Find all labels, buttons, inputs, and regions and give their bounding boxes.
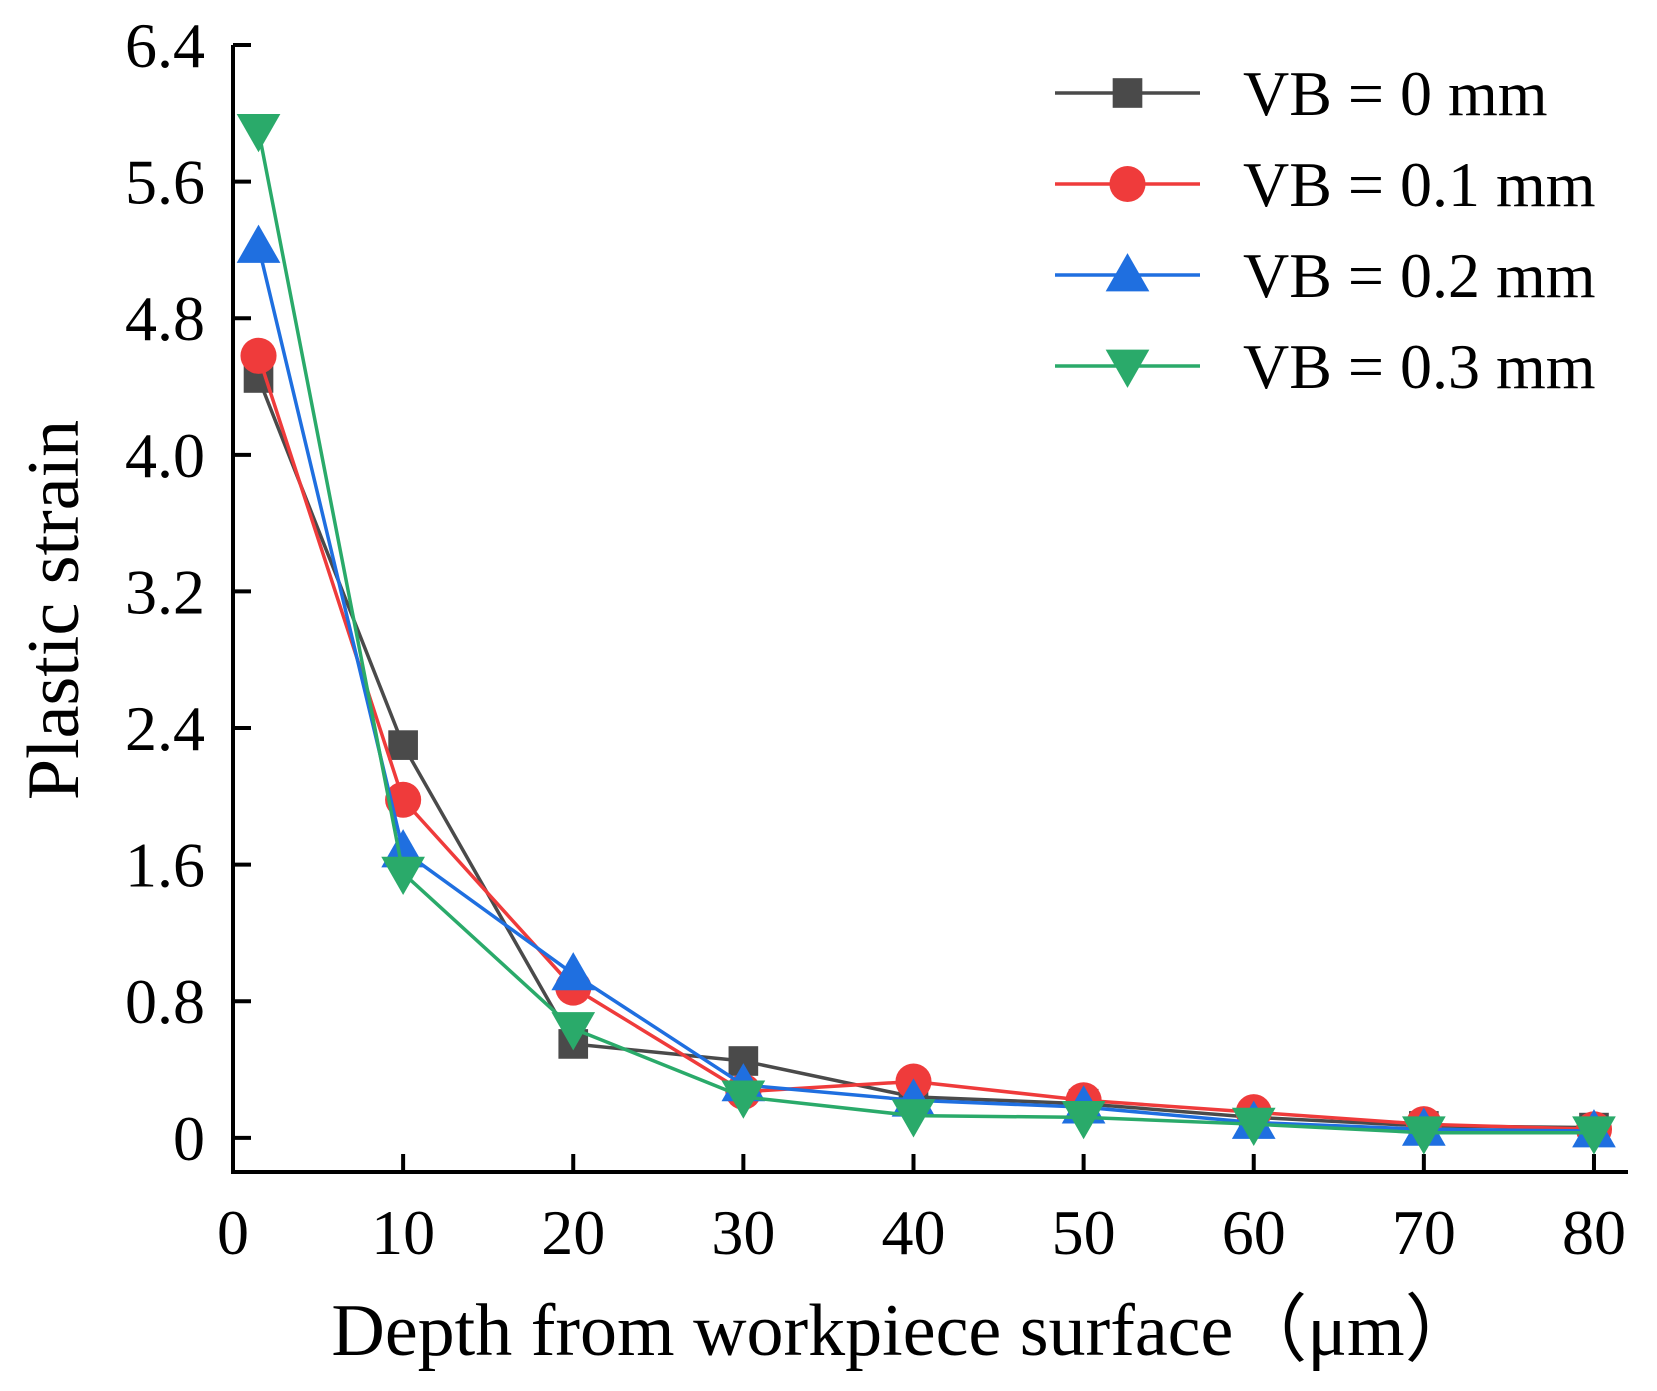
y-tick-label: 4.0 (125, 420, 205, 491)
series-4 (236, 113, 1616, 1155)
x-tick-label: 60 (1222, 1197, 1286, 1268)
data-point (240, 337, 277, 374)
x-ticks: 0 10 20 30 40 50 60 70 80 (217, 1154, 1626, 1268)
legend-marker (1109, 165, 1146, 203)
x-tick-label: 20 (541, 1197, 605, 1268)
data-point (1061, 1100, 1106, 1140)
series-2 (240, 337, 1613, 1148)
x-tick-label: 40 (881, 1197, 945, 1268)
data-point (551, 1012, 596, 1051)
data-point (1572, 1116, 1616, 1155)
legend-marker (1112, 78, 1143, 108)
legend: VB = 0 mm VB = 0.1 mm VB = 0.2 mm VB = 0.3 … (1055, 58, 1596, 402)
series-group (236, 113, 1616, 1155)
x-tick-label: 80 (1562, 1197, 1626, 1268)
y-axis-title: Plastic strain (13, 420, 95, 800)
x-tick-label: 70 (1392, 1197, 1456, 1268)
data-point (381, 856, 425, 896)
legend-marker (1105, 253, 1150, 292)
data-point (1402, 1116, 1446, 1155)
data-point (891, 1099, 936, 1138)
legend-label: VB = 0.1 mm (1243, 149, 1596, 220)
y-ticks: 0 0.8 1.6 2.4 3.2 4.0 4.8 5.6 6.4 (125, 10, 251, 1174)
series-line (256, 377, 1594, 1130)
y-tick-label: 5.6 (125, 147, 205, 218)
x-tick-label: 0 (217, 1197, 249, 1268)
legend-item: VB = 0.3 mm (1055, 331, 1596, 402)
legend-label: VB = 0 mm (1243, 58, 1548, 129)
y-tick-label: 6.4 (125, 10, 205, 81)
y-tick-label: 2.4 (125, 693, 205, 764)
y-tick-label: 4.8 (125, 283, 205, 354)
data-point (388, 730, 418, 760)
legend-item: VB = 0.2 mm (1055, 240, 1596, 311)
x-axis-title: Depth from workpiece surface（μm） (331, 1290, 1478, 1372)
data-point (236, 224, 281, 263)
y-tick-label: 0 (173, 1103, 205, 1174)
axes (231, 45, 1628, 1174)
series-line (256, 355, 1595, 1132)
data-point (1231, 1107, 1276, 1147)
data-point (236, 113, 281, 153)
legend-label: VB = 0.3 mm (1243, 331, 1596, 402)
legend-item: VB = 0.1 mm (1055, 149, 1596, 220)
x-tick-label: 10 (371, 1197, 435, 1268)
legend-marker (1105, 349, 1150, 388)
data-point (721, 1080, 766, 1119)
data-point (551, 952, 596, 991)
legend-label: VB = 0.2 mm (1243, 240, 1596, 311)
x-tick-label: 30 (711, 1197, 775, 1268)
series-1 (243, 363, 1609, 1143)
y-tick-label: 3.2 (125, 556, 205, 627)
legend-item: VB = 0 mm (1055, 58, 1548, 129)
y-tick-label: 1.6 (125, 830, 205, 901)
y-tick-label: 0.8 (125, 966, 205, 1037)
x-tick-label: 50 (1052, 1197, 1116, 1268)
